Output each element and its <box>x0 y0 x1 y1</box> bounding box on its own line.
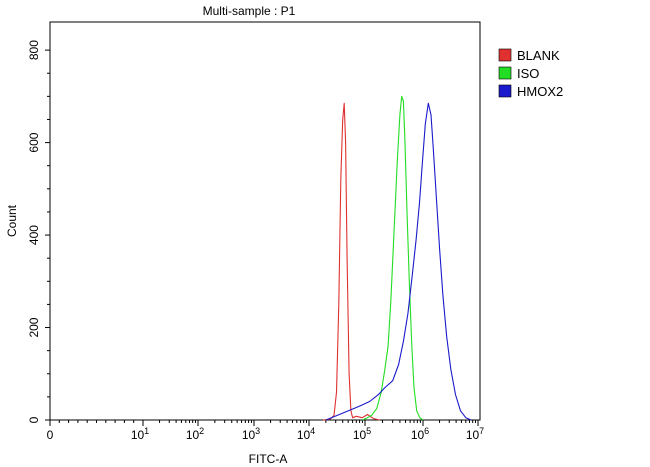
x-tick-label: 105 <box>353 426 371 442</box>
y-tick-label: 400 <box>27 225 41 245</box>
legend-label-blank: BLANK <box>517 48 560 63</box>
plot-area: 0 200 400 600 800 0 101 102 103 104 105 106 107 <box>27 21 484 442</box>
legend-label-iso: ISO <box>517 66 539 81</box>
y-tick-label: 0 <box>27 416 41 423</box>
x-axis-ticks: 0 101 102 103 104 105 106 107 <box>47 420 484 442</box>
y-axis-ticks: 0 200 400 600 800 <box>27 40 50 423</box>
series-line-hmox2 <box>325 102 472 421</box>
x-tick-label: 0 <box>47 428 54 442</box>
y-tick-label: 800 <box>27 40 41 60</box>
x-tick-label: 103 <box>242 426 260 442</box>
x-tick-label: 104 <box>297 426 315 442</box>
chart-title: Multi-sample : P1 <box>203 4 296 18</box>
series-line-blank <box>323 102 380 421</box>
x-tick-label: 106 <box>411 426 429 442</box>
x-tick-label: 101 <box>131 426 149 442</box>
x-axis-label: FITC-A <box>249 452 288 466</box>
series-layer <box>323 95 472 421</box>
plot-frame <box>49 21 481 421</box>
series-line-iso <box>362 95 424 421</box>
legend-swatch-blank <box>498 48 512 62</box>
legend-swatch-hmox2 <box>498 84 512 98</box>
x-tick-label: 102 <box>186 426 204 442</box>
legend-swatch-iso <box>498 66 512 80</box>
y-tick-label: 200 <box>27 317 41 337</box>
legend: BLANK ISO HMOX2 <box>498 48 563 99</box>
y-axis-label: Count <box>5 204 19 237</box>
x-tick-label: 107 <box>466 426 484 442</box>
y-tick-label: 600 <box>27 132 41 152</box>
legend-label-hmox2: HMOX2 <box>517 84 563 99</box>
